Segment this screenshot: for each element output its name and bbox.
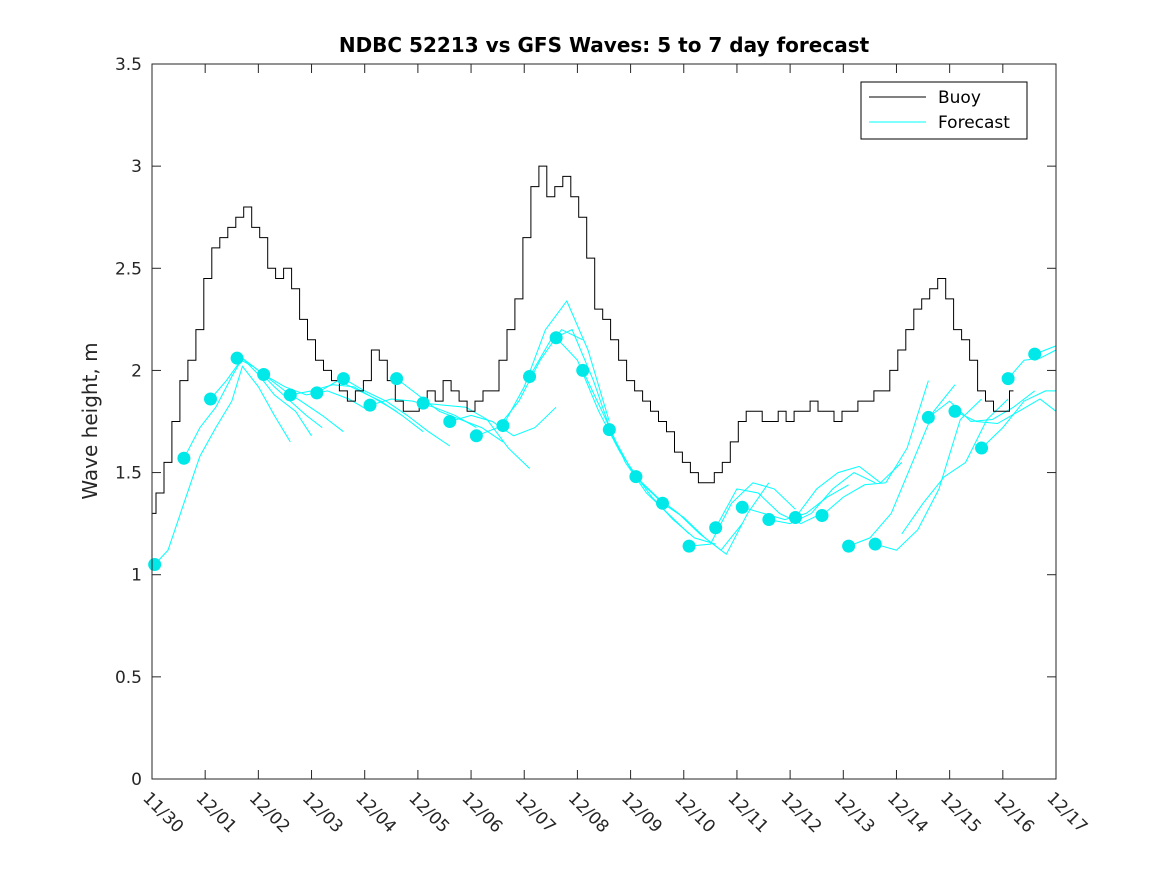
- forecast-marker: [257, 368, 271, 382]
- forecast-marker: [682, 539, 696, 553]
- y-tick-label: 3: [131, 157, 142, 177]
- forecast-marker: [735, 500, 749, 514]
- forecast-line: [662, 482, 770, 556]
- forecast-marker: [921, 410, 935, 424]
- y-axis-ticks: 0 0.5 1 1.5 2 2.5 3 3.5: [115, 55, 1056, 790]
- y-tick-label: 0.5: [115, 668, 142, 688]
- forecast-line: [901, 398, 1009, 535]
- forecast-line: [635, 476, 743, 551]
- legend-forecast-label: Forecast: [938, 113, 1010, 133]
- legend-box: [860, 81, 1028, 140]
- forecast-line: [689, 482, 796, 547]
- forecast-line: [423, 402, 530, 469]
- forecast-marker: [602, 423, 616, 437]
- forecast-line: [928, 390, 1036, 423]
- forecast-line: [715, 488, 823, 528]
- forecast-marker: [842, 539, 856, 553]
- forecast-lines: [154, 300, 1057, 565]
- forecast-marker: [443, 415, 457, 428]
- forecast-marker: [655, 496, 669, 510]
- plot-area: 00.511.522.533.5 11/30 12/01 12/02 12/03 12/…: [115, 55, 1091, 837]
- axes-box: [151, 63, 1057, 780]
- y-axis-label: Wave height, m: [78, 342, 102, 499]
- forecast-marker: [868, 537, 882, 551]
- forecast-line: [954, 398, 1057, 425]
- buoy-line: [152, 165, 1014, 514]
- forecast-line: [290, 384, 397, 412]
- forecast-marker: [310, 386, 324, 400]
- forecast-marker: [283, 388, 297, 402]
- y-tick-label: 2.5: [115, 259, 142, 279]
- forecast-marker: [629, 470, 643, 484]
- forecast-marker: [948, 404, 962, 418]
- forecast-marker: [762, 513, 776, 527]
- forecast-marker: [203, 392, 217, 406]
- forecast-marker: [576, 363, 590, 377]
- y-tick-label: 1.5: [115, 464, 142, 484]
- forecast-marker: [177, 451, 191, 465]
- y-tick-label: 2: [131, 361, 142, 381]
- forecast-marker: [390, 372, 404, 386]
- forecast-marker: [815, 508, 829, 522]
- forecast-line: [821, 380, 929, 516]
- forecast-marker: [416, 396, 430, 410]
- forecast-marker: [230, 351, 244, 365]
- forecast-marker: [148, 558, 162, 571]
- forecast-line: [236, 357, 344, 433]
- y-tick-label: 0: [131, 770, 142, 790]
- forecast-line: [343, 378, 451, 447]
- forecast-line: [154, 365, 291, 565]
- forecast-line: [316, 380, 424, 433]
- y-tick-label: 1: [131, 566, 142, 586]
- forecast-line: [848, 384, 956, 547]
- forecast-line: [981, 390, 1056, 449]
- forecast-markers: [148, 331, 1042, 571]
- buoy-series: [152, 165, 1014, 514]
- forecast-marker: [975, 441, 989, 455]
- forecast-line: [768, 472, 876, 525]
- forecast-marker: [1028, 347, 1042, 361]
- y-tick-label: 3.5: [115, 55, 142, 75]
- forecast-line: [502, 300, 610, 426]
- forecast-line: [794, 462, 903, 518]
- forecast-marker: [788, 511, 802, 525]
- forecast-marker: [469, 429, 483, 443]
- forecast-marker: [709, 521, 723, 535]
- chart-title: NDBC 52213 vs GFS Waves: 5 to 7 day fore…: [339, 33, 870, 57]
- forecast-marker: [1001, 372, 1015, 386]
- legend-buoy-label: Buoy: [938, 88, 981, 108]
- forecast-marker: [496, 419, 510, 433]
- forecast-marker: [523, 370, 537, 384]
- forecast-marker: [363, 398, 377, 412]
- legend: Buoy Forecast: [860, 81, 1028, 140]
- forecast-marker: [549, 331, 563, 345]
- forecast-marker: [336, 372, 350, 386]
